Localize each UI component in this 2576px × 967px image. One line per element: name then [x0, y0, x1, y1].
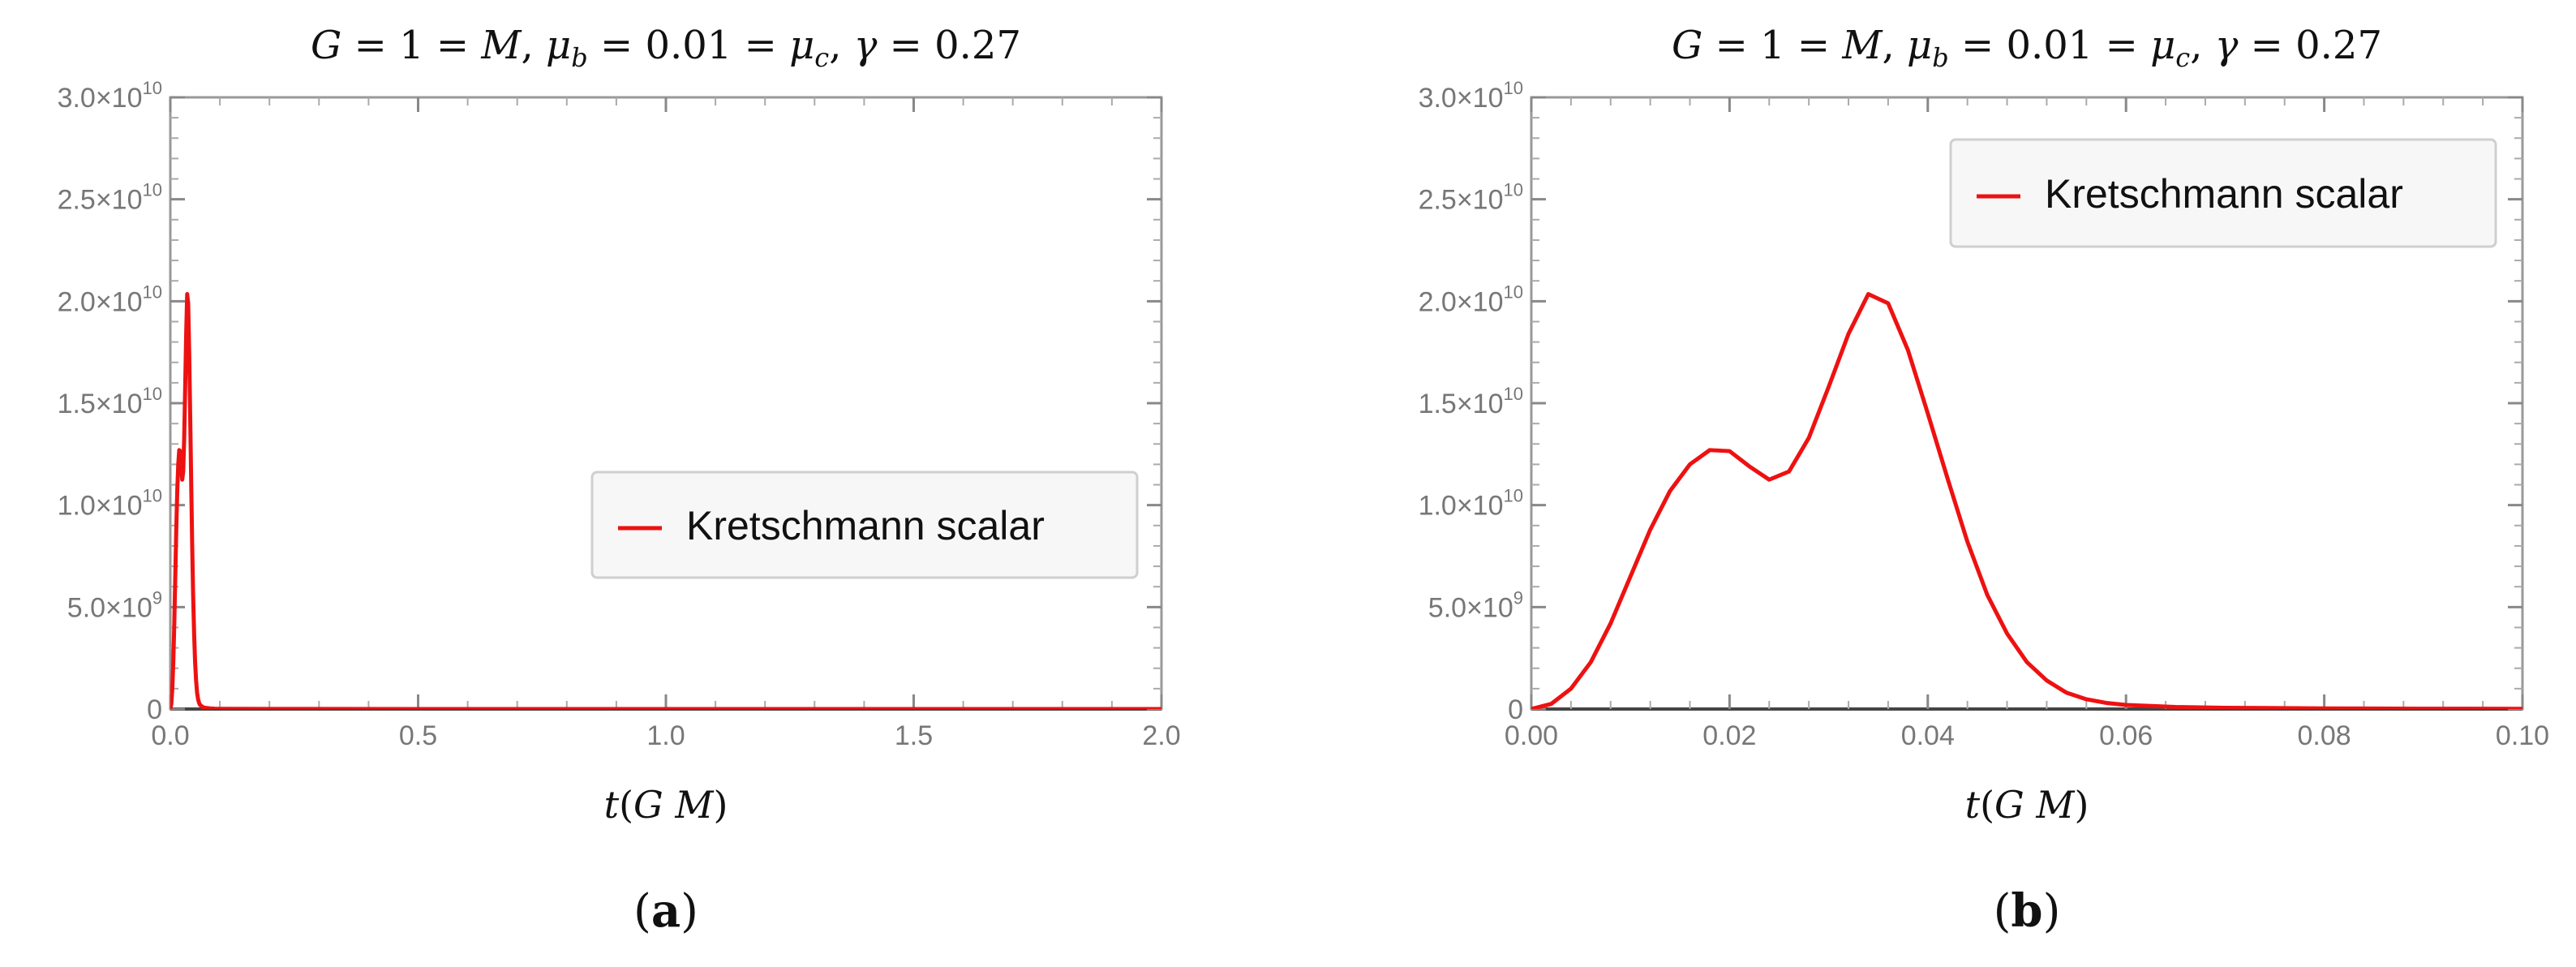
y-tick-label: 1.5×1010 — [1419, 384, 1523, 419]
y-tick-label: 5.0×109 — [67, 587, 162, 623]
y-tick-label: 3.0×1010 — [58, 78, 162, 114]
y-tick-label: 3.0×1010 — [1419, 78, 1523, 114]
y-tick-label: 0 — [147, 694, 162, 725]
x-tick-label: 0.04 — [1901, 720, 1955, 751]
y-tick-label: 2.5×1010 — [1419, 180, 1523, 216]
legend-label: Kretschmann scalar — [686, 503, 1045, 548]
panel-label: (a) — [633, 884, 698, 938]
series-line-kretschmann — [1531, 292, 2522, 709]
x-tick-label: 0.00 — [1505, 720, 1558, 751]
x-tick-label: 0.0 — [151, 720, 189, 751]
x-tick-label: 0.06 — [2099, 720, 2153, 751]
y-tick-label: 2.0×1010 — [58, 282, 162, 317]
x-tick-label: 1.0 — [646, 720, 685, 751]
x-axis-label: t(G M) — [1965, 783, 2089, 827]
y-tick-label: 0 — [1508, 694, 1523, 725]
x-tick-label: 0.5 — [399, 720, 437, 751]
chart-panel-b: G = 1 = M, μb = 0.01 = μc, γ = 0.270.00 0… — [1419, 23, 2550, 938]
x-tick-label: 2.0 — [1142, 720, 1180, 751]
chart-title: G = 1 = M, μb = 0.01 = μc, γ = 0.27 — [311, 23, 1021, 73]
legend-box — [590, 471, 1139, 579]
y-tick-label: 2.5×1010 — [58, 180, 162, 216]
x-tick-label: 0.02 — [1702, 720, 1756, 751]
legend: Kretschmann scalar — [1949, 138, 2497, 248]
x-axis-label: t(G M) — [604, 783, 728, 827]
chart-panel-a: G = 1 = M, μb = 0.01 = μc, γ = 0.27 0.0 0.… — [58, 23, 1181, 938]
y-tick-label: 1.5×1010 — [58, 384, 162, 419]
legend: Kretschmann scalar — [590, 471, 1139, 579]
y-tick-label: 1.0×1010 — [58, 486, 162, 522]
series-line-kretschmann — [170, 292, 1161, 709]
x-tick-label: 1.5 — [895, 720, 933, 751]
plot-frame — [169, 96, 1163, 711]
x-tick-label: 0.08 — [2298, 720, 2351, 751]
chart-title: G = 1 = M, μb = 0.01 = μc, γ = 0.27 — [1672, 23, 2382, 73]
y-tick-label: 1.0×1010 — [1419, 486, 1523, 522]
legend-box — [1949, 138, 2497, 248]
y-tick-label: 5.0×109 — [1428, 587, 1523, 623]
y-tick-label: 2.0×1010 — [1419, 282, 1523, 317]
panel-label: (b) — [1994, 884, 2061, 938]
x-tick-label: 0.10 — [2496, 720, 2549, 751]
legend-label: Kretschmann scalar — [2045, 171, 2403, 217]
